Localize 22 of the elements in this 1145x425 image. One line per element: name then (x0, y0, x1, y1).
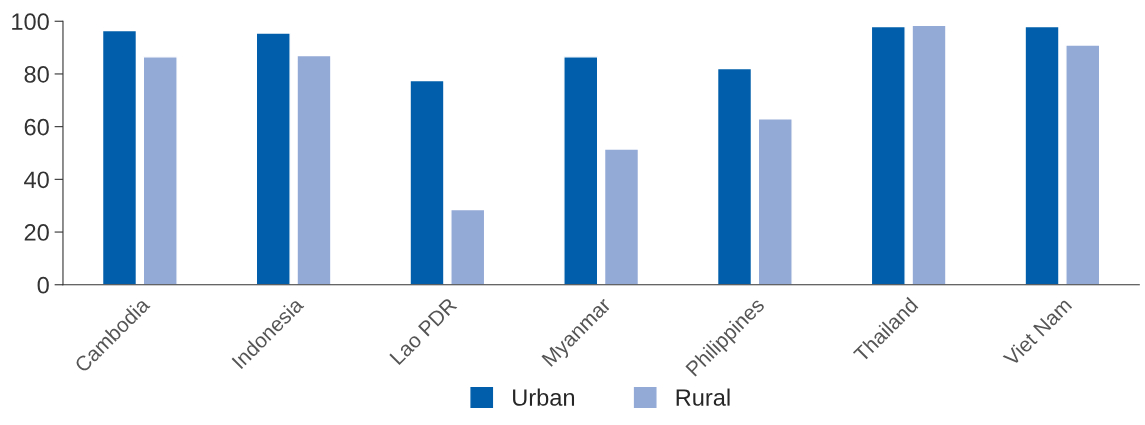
bar (296, 54, 332, 285)
bar (409, 79, 445, 285)
y-tick-label: 0 (37, 276, 49, 294)
y-tick-label: 60 (24, 118, 49, 136)
bar (142, 56, 178, 285)
bar (563, 56, 599, 285)
bar (450, 208, 486, 285)
legend-label: Urban (513, 388, 575, 406)
bar (1024, 25, 1060, 285)
y-tick-label: 40 (24, 171, 49, 189)
bar (716, 67, 753, 285)
bar (870, 25, 906, 285)
y-tick-label: 100 (12, 13, 49, 31)
y-tick-label: 20 (24, 224, 49, 241)
bar (255, 32, 291, 285)
bar (603, 148, 640, 285)
bar (757, 118, 793, 285)
bar (1065, 44, 1101, 285)
bar (101, 29, 138, 285)
bar (911, 24, 947, 285)
y-tick-label: 80 (24, 66, 49, 83)
legend-label: Rural (676, 388, 730, 406)
